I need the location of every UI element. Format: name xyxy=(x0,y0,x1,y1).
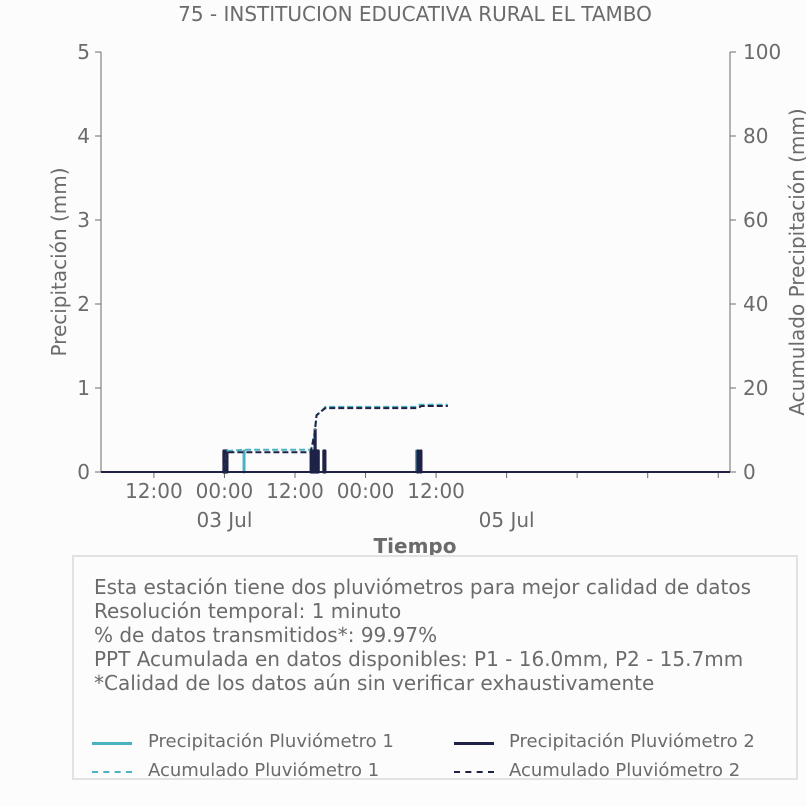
legend-swatch-p1 xyxy=(92,742,132,745)
x-axis-label: Tiempo xyxy=(374,534,457,558)
info-line-resolution: Resolución temporal: 1 minuto xyxy=(94,599,402,623)
info-line-accumulated: PPT Acumulada en datos disponibles: P1 -… xyxy=(94,647,744,671)
y-axis-left-label: Precipitación (mm) xyxy=(47,167,71,356)
info-box: Esta estación tiene dos pluviómetros par… xyxy=(72,555,798,781)
chart-marks xyxy=(101,403,730,474)
x-tick-label: 12:00 xyxy=(407,479,465,503)
legend-label-p2: Precipitación Pluviómetro 2 xyxy=(509,731,755,752)
legend-swatch-p2 xyxy=(454,742,494,745)
x-tick-sublabel: 03 Jul xyxy=(196,508,252,532)
info-line-quality-note: *Calidad de los datos aún sin verificar … xyxy=(94,671,655,695)
axes: 0 1 2 3 4 5 0 20 40 60 80 100 12:00 00:00 12:00 00:00 12… xyxy=(77,40,781,532)
x-tick-sublabel: 05 Jul xyxy=(479,508,535,532)
chart-title: 75 - INSTITUCION EDUCATIVA RURAL EL TAMB… xyxy=(178,2,652,26)
y-left-tick-label: 5 xyxy=(77,40,90,64)
y-left-tick-label: 3 xyxy=(77,208,90,232)
y-right-tick-label: 60 xyxy=(743,208,768,232)
cumulative-line-acumulado-pluvi-metro-2 xyxy=(101,405,448,473)
info-line-stations: Esta estación tiene dos pluviómetros par… xyxy=(94,575,752,599)
legend-label-acc2: Acumulado Pluviómetro 2 xyxy=(509,760,741,781)
y-right-tick-label: 20 xyxy=(743,376,768,400)
x-tick-label: 00:00 xyxy=(196,479,254,503)
legend-swatch-acc1 xyxy=(92,771,132,773)
y-right-tick-label: 0 xyxy=(743,460,756,484)
y-right-tick-label: 80 xyxy=(743,124,768,148)
legend-label-acc1: Acumulado Pluviómetro 1 xyxy=(148,760,380,781)
precipitation-chart: 75 - INSTITUCION EDUCATIVA RURAL EL TAMB… xyxy=(47,2,806,558)
x-tick-label: 12:00 xyxy=(266,479,324,503)
cumulative-line-acumulado-pluvi-metro-1 xyxy=(101,403,448,473)
x-tick-label: 12:00 xyxy=(125,479,183,503)
y-left-tick-label: 1 xyxy=(77,376,90,400)
y-left-tick-label: 0 xyxy=(77,460,90,484)
legend-swatch-acc2 xyxy=(454,771,494,773)
legend-label-p1: Precipitación Pluviómetro 1 xyxy=(148,731,394,752)
y-left-tick-label: 4 xyxy=(77,124,90,148)
y-right-tick-label: 100 xyxy=(743,40,781,64)
y-left-tick-label: 2 xyxy=(77,292,90,316)
y-axis-right-label: Acumulado Precipitación (mm) xyxy=(785,108,806,415)
y-right-tick-label: 40 xyxy=(743,292,768,316)
info-line-transmitted: % de datos transmitidos*: 99.97% xyxy=(94,623,438,647)
x-tick-label: 00:00 xyxy=(337,479,395,503)
